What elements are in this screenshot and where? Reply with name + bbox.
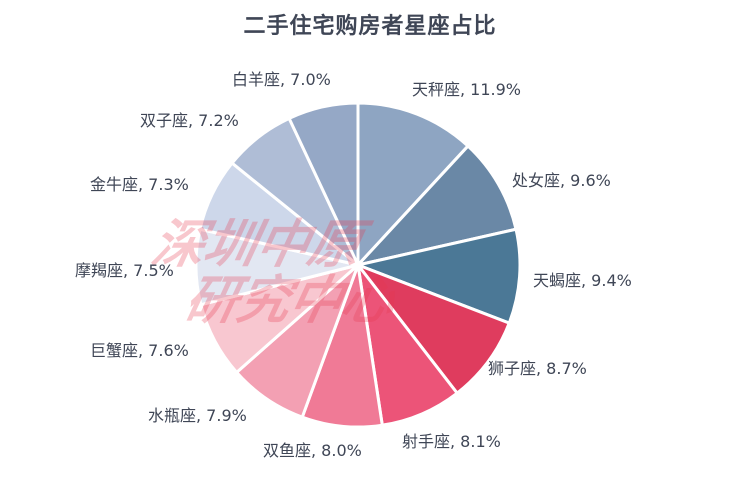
slice-label-1: 天秤座, 11.9%	[412, 80, 521, 99]
slice-label-6: 双鱼座, 8.0%	[263, 441, 362, 460]
slice-label-10: 金牛座, 7.3%	[90, 175, 189, 194]
pie-slice-2	[353, 143, 518, 268]
slice-label-7: 水瓶座, 7.9%	[148, 406, 247, 425]
watermark-line-1: 深圳中原	[147, 215, 376, 275]
slice-label-9: 摩羯座, 7.5%	[75, 261, 174, 280]
pie-slice-4	[353, 261, 512, 396]
chart-title: 二手住宅购房者星座占比	[243, 14, 497, 39]
slice-label-3: 天蝎座, 9.4%	[533, 271, 632, 290]
watermark-line-2: 研究中心	[180, 271, 402, 331]
pie-slice-1	[356, 101, 471, 269]
slice-label-12: 白羊座, 7.0%	[232, 70, 331, 89]
slice-label-5: 射手座, 8.1%	[402, 432, 501, 451]
slice-label-11: 双子座, 7.2%	[140, 111, 239, 130]
pie-slice-12	[287, 101, 360, 266]
slice-label-8: 巨蟹座, 7.6%	[90, 341, 189, 360]
slice-label-2: 处女座, 9.6%	[512, 171, 611, 190]
pie-slices	[194, 101, 522, 429]
pie-slice-3	[352, 227, 522, 326]
slice-label-4: 狮子座, 8.7%	[488, 359, 587, 378]
